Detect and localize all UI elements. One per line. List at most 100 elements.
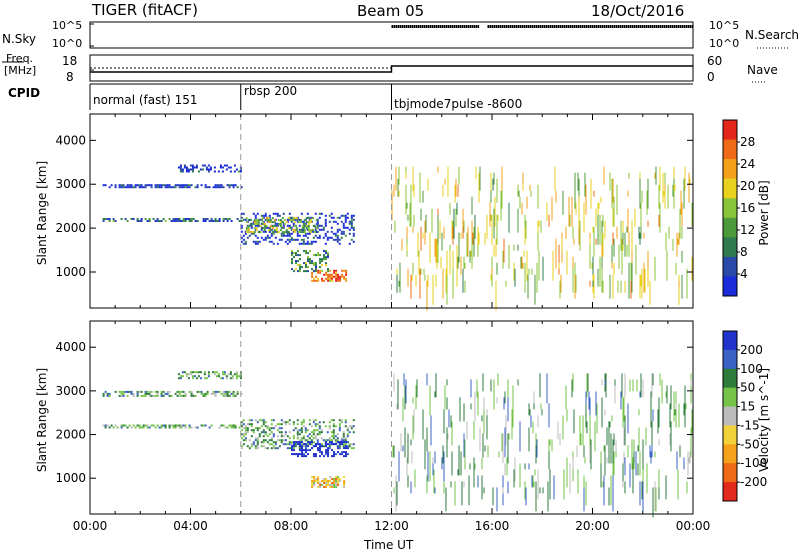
echo-cell: [224, 426, 227, 429]
echo-cell: [206, 392, 209, 395]
echo-cell: [533, 391, 535, 404]
colorbar-swatch: [723, 387, 737, 408]
echo-cell: [295, 217, 298, 220]
echo-cell: [306, 242, 309, 245]
echo-cell: [178, 186, 181, 189]
echo-cell: [324, 218, 327, 221]
echo-cell: [339, 277, 342, 280]
echo-cell: [689, 451, 691, 464]
echo-cell: [301, 266, 303, 269]
echo-cell: [306, 236, 309, 239]
echo-cell: [264, 230, 267, 233]
echo-cell: [223, 164, 226, 167]
echo-cell: [672, 238, 674, 251]
echo-cell: [307, 260, 309, 263]
echo-cell: [320, 443, 323, 446]
echo-cell: [326, 439, 329, 442]
echo-cell: [681, 226, 683, 239]
echo-cell: [290, 232, 293, 235]
echo-cell: [309, 221, 312, 224]
echo-cell: [551, 439, 553, 452]
echo-cell: [305, 221, 308, 224]
echo-cell: [598, 202, 600, 209]
echo-cell: [188, 424, 191, 427]
echo-cell: [529, 409, 531, 416]
nsearch-mark: [391, 25, 394, 28]
echo-cell: [615, 439, 617, 452]
x-tick-label: 08:00: [274, 519, 309, 533]
echo-cell: [318, 421, 321, 424]
echo-cell: [336, 437, 339, 440]
echo-cell: [614, 385, 616, 404]
echo-cell: [108, 218, 111, 220]
echo-cell: [675, 262, 677, 275]
nsearch-mark: [423, 25, 426, 28]
echo-cell: [266, 236, 269, 239]
nsearch-mark: [413, 25, 416, 28]
echo-cell: [318, 228, 321, 231]
echo-cell: [325, 250, 327, 253]
echo-cell: [256, 447, 259, 450]
echo-cell: [305, 445, 307, 448]
echo-cell: [295, 229, 298, 232]
echo-cell: [665, 232, 667, 251]
echo-cell: [264, 433, 267, 436]
echo-cell: [172, 424, 175, 427]
echo-cell: [348, 220, 351, 223]
echo-cell: [612, 208, 614, 227]
echo-cell: [323, 250, 325, 253]
echo-cell: [132, 392, 135, 395]
echo-cell: [283, 219, 286, 222]
echo-cell: [330, 212, 333, 215]
echo-cell: [272, 447, 275, 450]
echo-cell: [309, 443, 311, 446]
echo-cell: [513, 244, 515, 251]
echo-cell: [318, 427, 321, 430]
echo-cell: [336, 439, 339, 442]
echo-cell: [624, 232, 626, 257]
echo-cell: [196, 426, 199, 429]
echo-cell: [439, 220, 441, 239]
echo-cell: [212, 186, 215, 189]
echo-cell: [256, 242, 259, 245]
echo-cell: [658, 469, 660, 494]
echo-cell: [524, 262, 526, 293]
echo-cell: [226, 218, 229, 220]
colorbar-swatch: [723, 463, 737, 483]
echo-cell: [479, 172, 481, 191]
nsearch-mark: [621, 25, 624, 28]
nsearch-mark: [515, 25, 518, 28]
echo-cell: [666, 250, 668, 281]
echo-cell: [412, 226, 414, 233]
echo-cell: [245, 217, 248, 220]
echo-cell: [626, 226, 628, 233]
echo-cell: [313, 445, 315, 448]
colorbar-tick-label: -100: [740, 456, 767, 470]
echo-cell: [332, 431, 335, 434]
echo-cell: [492, 178, 494, 191]
echo-cell: [260, 445, 263, 448]
nsearch-mark: [623, 25, 626, 28]
echo-cell: [317, 447, 319, 450]
echo-cell: [577, 469, 579, 494]
echo-cell: [315, 445, 317, 448]
echo-cell: [324, 234, 327, 237]
echo-cell: [254, 437, 257, 440]
echo-cell: [136, 392, 139, 395]
echo-cell: [689, 178, 691, 185]
nsearch-mark: [611, 25, 614, 28]
echo-cell: [270, 443, 273, 446]
echo-cell: [655, 487, 657, 512]
echo-cell: [393, 373, 395, 392]
echo-cell: [654, 451, 656, 458]
echo-cell: [136, 394, 139, 397]
freq-left-bottom: 8: [66, 70, 74, 84]
echo-cell: [164, 184, 167, 187]
echo-cell: [232, 184, 235, 187]
echo-cell: [577, 172, 579, 191]
echo-cell: [213, 373, 216, 376]
echo-cell: [279, 221, 282, 224]
echo-cell: [122, 424, 125, 427]
colorbar-swatch: [723, 178, 737, 199]
echo-cell: [612, 232, 614, 245]
